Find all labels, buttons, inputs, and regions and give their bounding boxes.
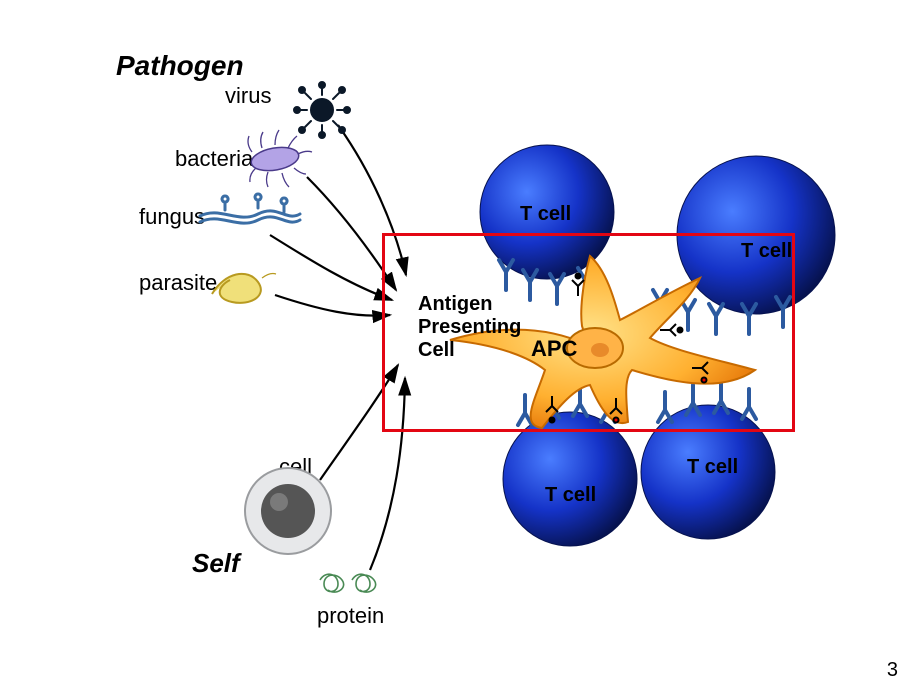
page-number: 3: [887, 659, 898, 682]
label-apc-line1: Antigen: [418, 293, 492, 316]
virus-icon: [294, 82, 350, 138]
self-cell-icon: [245, 468, 331, 554]
parasite-icon: [212, 274, 276, 303]
label-tcell-b: T cell: [741, 240, 792, 263]
fungus-icon: [200, 194, 300, 223]
label-tcell-d: T cell: [545, 484, 596, 507]
label-apc-line3: Cell: [418, 339, 455, 362]
label-tcell-c: T cell: [687, 456, 738, 479]
label-apc-short: APC: [531, 336, 577, 362]
slide: { "page_number": "3", "panel": { "left":…: [0, 0, 920, 690]
protein-icon: [320, 574, 376, 592]
bacteria-icon: [248, 130, 312, 187]
label-apc-line2: Presenting: [418, 316, 521, 339]
tcell-bottom-left: [503, 412, 637, 546]
label-tcell-a: T cell: [520, 203, 571, 226]
